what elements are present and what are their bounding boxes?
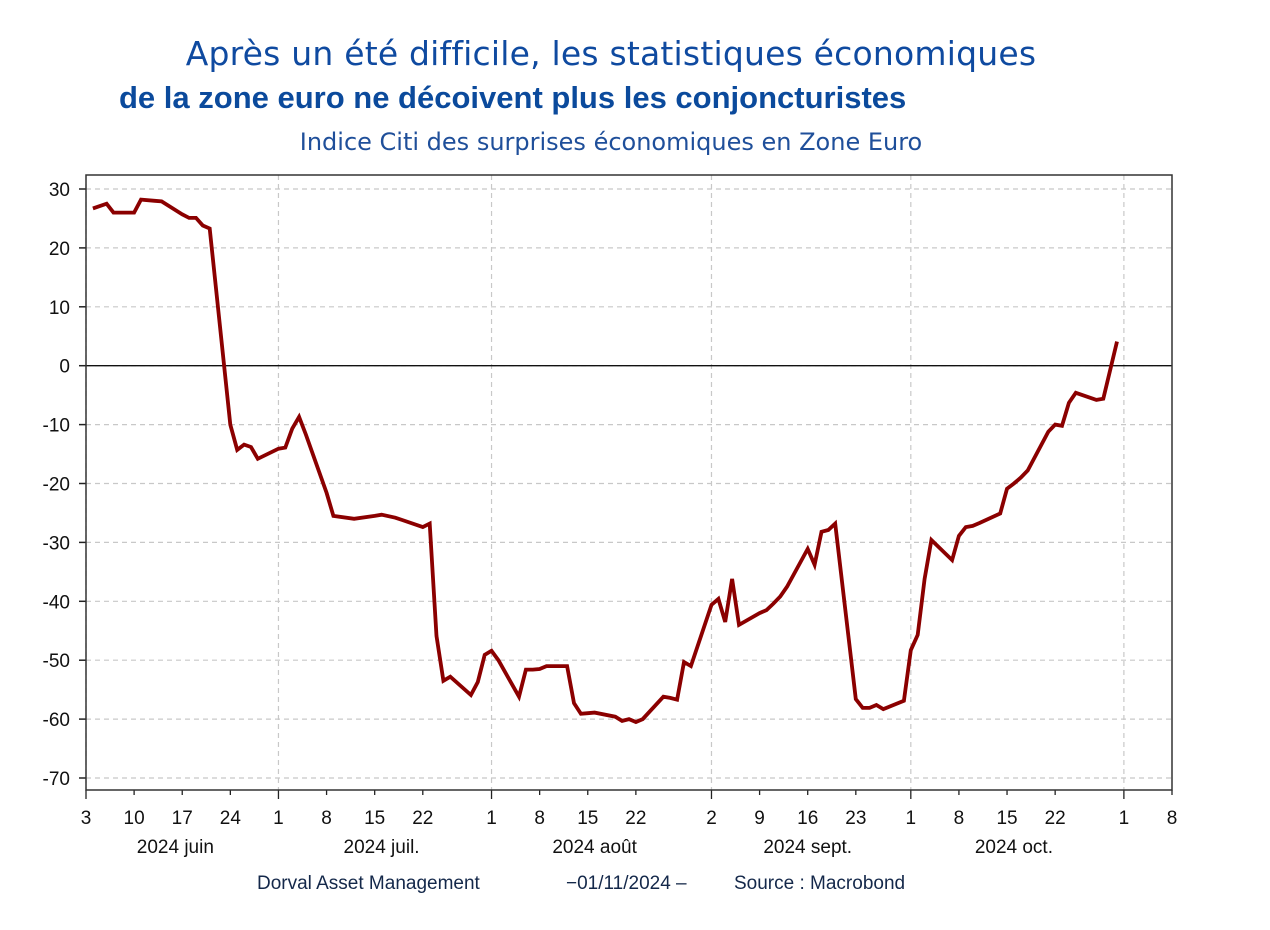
footer-date: −01/11/2024 – xyxy=(566,873,687,894)
x-tick-label: 24 xyxy=(220,808,242,829)
x-tick-label: 8 xyxy=(534,808,545,829)
x-tick-label: 8 xyxy=(954,808,965,829)
x-tick-label: 22 xyxy=(625,808,646,829)
y-tick-label: -70 xyxy=(43,769,70,790)
x-tick-label: 1 xyxy=(906,808,917,829)
x-month-label: 2024 sept. xyxy=(763,837,852,858)
x-tick-label: 22 xyxy=(412,808,433,829)
x-month-label: 2024 août xyxy=(552,837,637,858)
series-line xyxy=(92,197,1119,725)
y-tick-label: -10 xyxy=(43,416,70,437)
y-tick-label: -30 xyxy=(43,533,70,554)
grid-lines xyxy=(85,175,1172,790)
chart-title-line1: Après un été difficile, les statistiques… xyxy=(185,34,1037,73)
x-tick-label: 15 xyxy=(577,808,598,829)
x-tick-label: 23 xyxy=(845,808,866,829)
x-tick-label: 1 xyxy=(1119,808,1130,829)
x-tick-label: 1 xyxy=(486,808,497,829)
x-month-label: 2024 juil. xyxy=(344,837,420,858)
chart-subtitle: Indice Citi des surprises économiques en… xyxy=(299,128,923,156)
x-tick-label: 22 xyxy=(1045,808,1066,829)
y-tick-label: -50 xyxy=(43,651,70,672)
x-tick-label: 17 xyxy=(172,808,193,829)
x-tick-label: 16 xyxy=(797,808,818,829)
footer-company: Dorval Asset Management xyxy=(257,873,480,894)
x-tick-label: 10 xyxy=(124,808,145,829)
x-tick-label: 2 xyxy=(706,808,717,829)
x-tick-label: 15 xyxy=(996,808,1017,829)
x-tick-label: 15 xyxy=(364,808,385,829)
x-tick-label: 3 xyxy=(81,808,92,829)
y-tick-label: 20 xyxy=(49,239,70,260)
x-tick-label: 8 xyxy=(321,808,332,829)
y-tick-label: -60 xyxy=(43,710,70,731)
y-tick-label: 10 xyxy=(49,298,70,319)
x-tick-label: 8 xyxy=(1167,808,1178,829)
plot-frame xyxy=(85,174,1173,791)
chart-title-line2: de la zone euro ne décoivent plus les co… xyxy=(119,80,907,115)
x-tick-label: 1 xyxy=(273,808,284,829)
footer-source: Source : Macrobond xyxy=(734,873,906,894)
x-month-label: 2024 juin xyxy=(137,837,214,858)
x-month-label: 2024 oct. xyxy=(975,837,1053,858)
y-tick-label: 0 xyxy=(59,357,70,378)
y-tick-label: 30 xyxy=(49,180,70,201)
y-tick-label: -20 xyxy=(43,475,70,496)
y-axis: 30 20 10 0 -10 -20 -30 -40 -50 -60 -70 xyxy=(43,180,86,790)
y-tick-label: -40 xyxy=(43,592,70,613)
x-tick-label: 9 xyxy=(754,808,765,829)
